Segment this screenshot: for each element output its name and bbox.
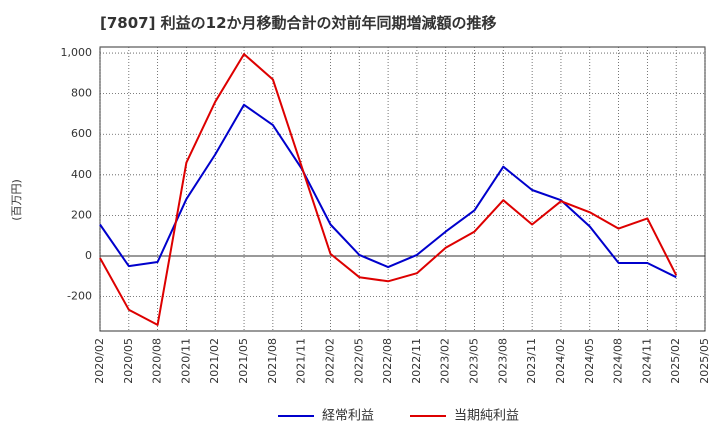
x-tick-label: 2024/08 [612, 338, 625, 384]
x-tick-label: 2025/05 [698, 338, 711, 384]
y-tick-label: 1,000 [61, 46, 93, 59]
series-line-1 [99, 103, 677, 279]
x-tick-label: 2020/05 [122, 338, 135, 384]
series-lines [99, 53, 678, 326]
x-tick-label: 2023/02 [439, 338, 452, 384]
x-tick-label: 2023/11 [525, 338, 538, 384]
y-axis-label: (百万円) [10, 179, 23, 221]
x-tick-label: 2021/11 [295, 338, 308, 384]
plot-frame [99, 46, 706, 332]
y-tick-label: 600 [71, 127, 92, 140]
y-tick-label: -200 [67, 290, 92, 303]
y-tick-label: 200 [71, 208, 92, 221]
legend-label-1: 経常利益 [322, 409, 374, 424]
x-tick-label: 2021/02 [208, 338, 221, 384]
chart-title: [7807] 利益の12か月移動合計の対前年同期増減額の推移 [100, 14, 497, 32]
x-tick-label: 2020/11 [179, 338, 192, 384]
x-tick-label: 2023/05 [468, 338, 481, 384]
x-tick-label: 2024/05 [583, 338, 596, 384]
x-tick-label: 2025/02 [669, 338, 682, 384]
axes: 2020/02 2020/05 2020/08 2020/11 2021/02 2021/… [61, 46, 712, 384]
x-tick-label: 2022/05 [352, 338, 365, 384]
x-tick-label: 2024/11 [640, 338, 653, 384]
x-tick-label: 2022/08 [381, 338, 394, 384]
legend: 経常利益 当期純利益 [278, 409, 519, 424]
series-line-2 [99, 53, 678, 326]
y-tick-label: 0 [85, 249, 92, 262]
y-tick-label: 800 [71, 87, 92, 100]
x-tick-label: 2020/08 [151, 338, 164, 384]
x-tick-label: 2021/05 [237, 338, 250, 384]
y-tick-label: 400 [71, 168, 92, 181]
x-tick-label: 2023/08 [496, 338, 509, 384]
grid-lines [99, 46, 706, 332]
x-tick-label: 2020/02 [93, 338, 106, 384]
legend-label-2: 当期純利益 [454, 409, 519, 424]
x-tick-label: 2022/11 [410, 338, 423, 384]
x-tick-label: 2024/02 [554, 338, 567, 384]
x-tick-label: 2022/02 [323, 338, 336, 384]
x-tick-label: 2021/08 [266, 338, 279, 384]
